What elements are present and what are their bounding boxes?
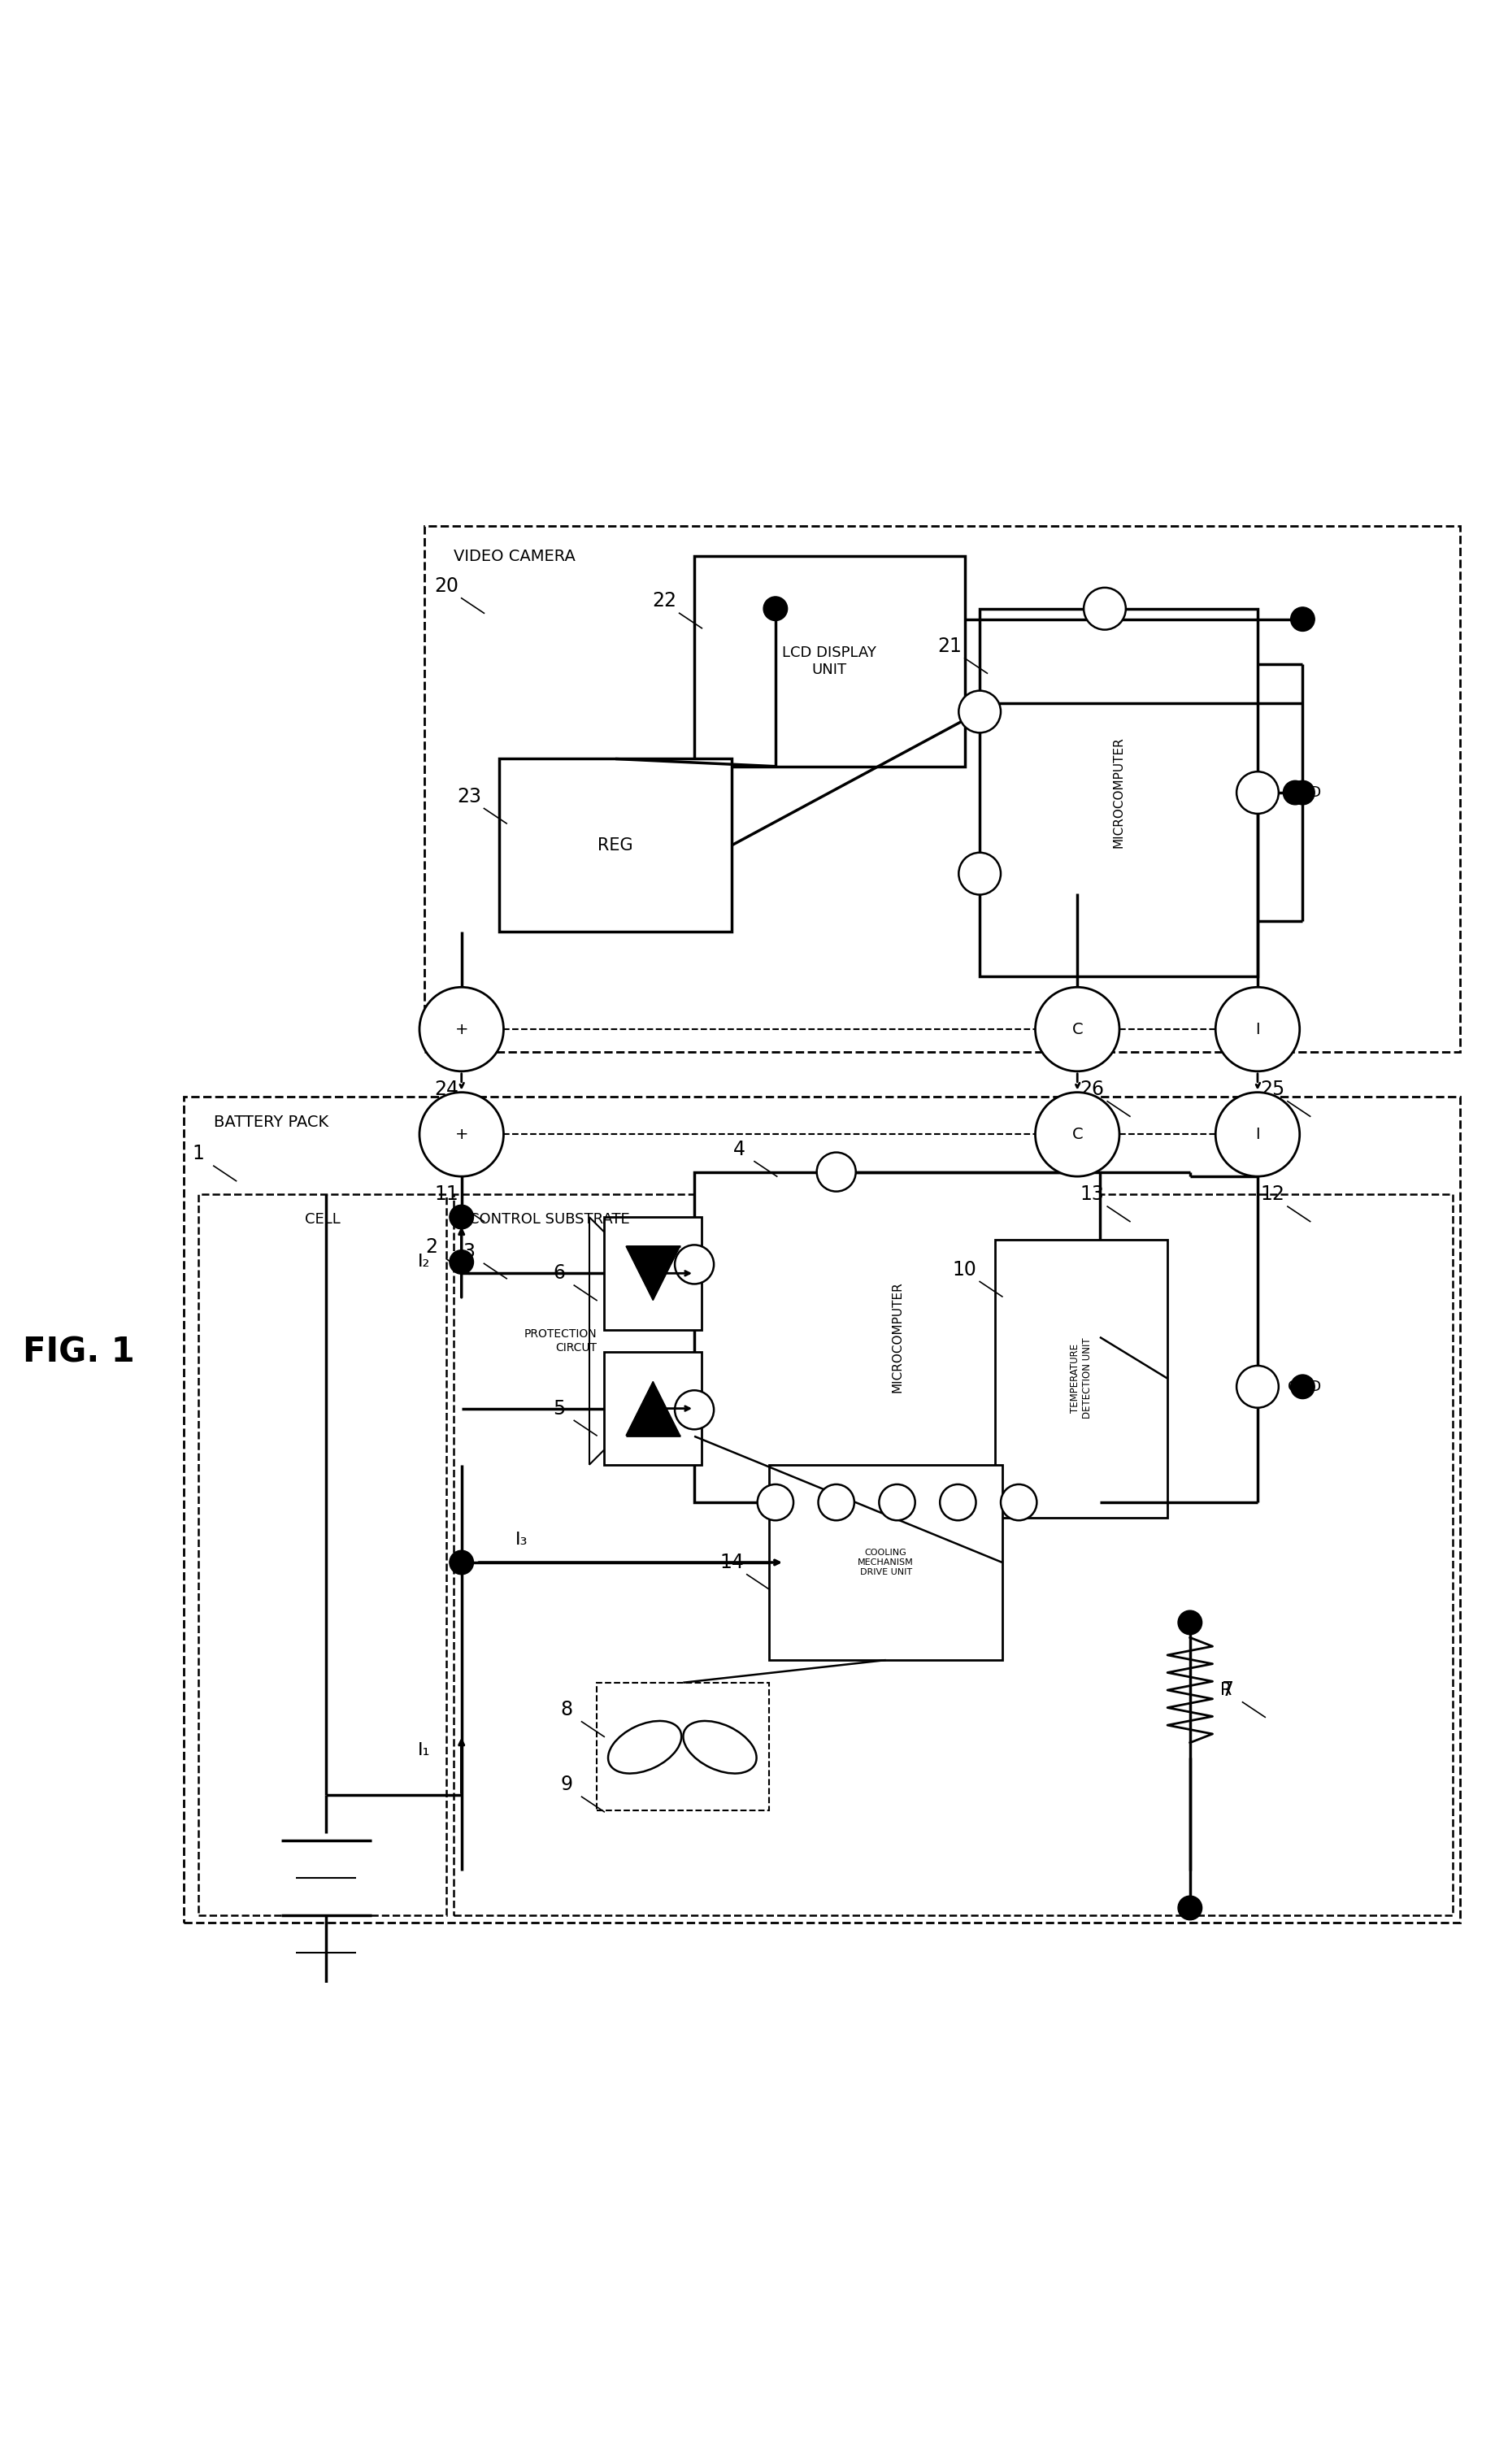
Polygon shape xyxy=(769,1464,1001,1661)
Text: MICROCOMPUTER: MICROCOMPUTER xyxy=(1111,737,1123,848)
Text: 5: 5 xyxy=(552,1400,566,1419)
Text: I₃: I₃ xyxy=(516,1533,528,1547)
Polygon shape xyxy=(994,1239,1167,1518)
Text: I: I xyxy=(1255,1126,1259,1143)
Text: 2: 2 xyxy=(425,1237,437,1257)
Circle shape xyxy=(1282,781,1306,806)
Text: 23: 23 xyxy=(457,786,481,806)
Circle shape xyxy=(1000,1483,1036,1520)
Text: 11: 11 xyxy=(434,1185,458,1205)
Text: MICROCOMPUTER: MICROCOMPUTER xyxy=(891,1281,903,1392)
Polygon shape xyxy=(979,609,1256,976)
Text: +: + xyxy=(454,1126,467,1143)
Circle shape xyxy=(1289,781,1313,806)
Circle shape xyxy=(817,1483,854,1520)
Text: 25: 25 xyxy=(1259,1079,1285,1099)
Circle shape xyxy=(1237,771,1277,813)
Circle shape xyxy=(449,1205,474,1230)
Text: 26: 26 xyxy=(1080,1079,1104,1099)
Polygon shape xyxy=(694,1173,1099,1503)
Text: I₂: I₂ xyxy=(418,1254,430,1269)
Text: BATTERY PACK: BATTERY PACK xyxy=(214,1114,329,1131)
Polygon shape xyxy=(603,1217,701,1331)
Text: 4: 4 xyxy=(733,1141,745,1158)
Circle shape xyxy=(958,853,1000,894)
Circle shape xyxy=(419,1092,504,1175)
Text: R: R xyxy=(1220,1683,1231,1698)
Polygon shape xyxy=(626,1247,680,1301)
Text: PROTECTION
CIRCUT: PROTECTION CIRCUT xyxy=(523,1328,596,1353)
Text: +: + xyxy=(454,1023,467,1037)
Circle shape xyxy=(879,1483,915,1520)
Text: 21: 21 xyxy=(936,636,961,655)
Text: TEMPERATURE
DETECTION UNIT: TEMPERATURE DETECTION UNIT xyxy=(1069,1338,1092,1419)
Text: FIG. 1: FIG. 1 xyxy=(23,1335,134,1370)
Text: C: C xyxy=(1071,1023,1083,1037)
Circle shape xyxy=(757,1483,793,1520)
Circle shape xyxy=(674,1390,713,1429)
Circle shape xyxy=(1215,1092,1298,1175)
Text: VIDEO CAMERA: VIDEO CAMERA xyxy=(454,549,576,564)
Text: CONTROL SUBSTRATE: CONTROL SUBSTRATE xyxy=(469,1212,629,1227)
Text: 6: 6 xyxy=(553,1264,566,1284)
Text: 9: 9 xyxy=(561,1774,573,1794)
Text: 20: 20 xyxy=(434,577,458,596)
Text: I₁: I₁ xyxy=(418,1742,430,1759)
Text: REG: REG xyxy=(597,838,633,853)
Text: 7: 7 xyxy=(1221,1680,1234,1700)
Text: C: C xyxy=(1071,1126,1083,1143)
Text: GND: GND xyxy=(1286,1380,1321,1395)
Circle shape xyxy=(1237,1365,1277,1407)
Text: 10: 10 xyxy=(952,1259,976,1279)
Circle shape xyxy=(958,690,1000,732)
Text: GND: GND xyxy=(1286,786,1321,801)
Circle shape xyxy=(763,596,787,621)
Circle shape xyxy=(419,988,504,1072)
Circle shape xyxy=(449,1249,474,1274)
Circle shape xyxy=(939,1483,976,1520)
Text: 22: 22 xyxy=(651,591,676,611)
Circle shape xyxy=(1034,1092,1119,1175)
Circle shape xyxy=(449,1550,474,1574)
Circle shape xyxy=(1289,606,1313,631)
Text: COOLING
MECHANISM
DRIVE UNIT: COOLING MECHANISM DRIVE UNIT xyxy=(858,1550,914,1577)
Polygon shape xyxy=(603,1353,701,1464)
Text: 14: 14 xyxy=(719,1552,743,1572)
Circle shape xyxy=(1034,988,1119,1072)
Text: 12: 12 xyxy=(1259,1185,1283,1205)
Circle shape xyxy=(1178,1611,1202,1634)
Circle shape xyxy=(674,1244,713,1284)
Polygon shape xyxy=(499,759,731,931)
Text: 13: 13 xyxy=(1080,1185,1104,1205)
Text: 3: 3 xyxy=(463,1242,475,1262)
Polygon shape xyxy=(626,1382,680,1437)
Text: I: I xyxy=(1255,1023,1259,1037)
Text: LCD DISPLAY
UNIT: LCD DISPLAY UNIT xyxy=(783,646,876,678)
Text: CELL: CELL xyxy=(305,1212,341,1227)
Text: 8: 8 xyxy=(559,1700,573,1720)
Text: 24: 24 xyxy=(434,1079,458,1099)
Text: 1: 1 xyxy=(193,1143,205,1163)
Circle shape xyxy=(1289,1375,1313,1400)
Circle shape xyxy=(1178,1895,1202,1919)
Polygon shape xyxy=(694,557,964,766)
Circle shape xyxy=(1083,586,1125,631)
Circle shape xyxy=(1215,988,1298,1072)
Circle shape xyxy=(816,1153,855,1193)
